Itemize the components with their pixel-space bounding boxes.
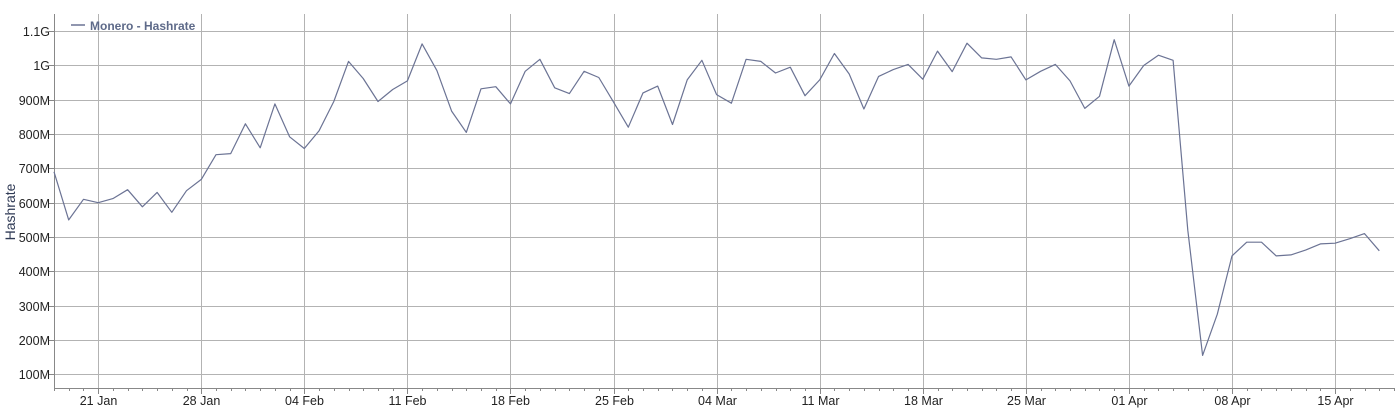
y-tick-label: 600M [19, 197, 50, 211]
axes [54, 14, 1394, 389]
x-tick-label: 18 Mar [904, 394, 943, 408]
plot-area [53, 39, 1380, 356]
x-tick-label: 01 Apr [1111, 394, 1147, 408]
x-tick-label: 25 Mar [1007, 394, 1046, 408]
x-tick-label: 15 Apr [1317, 394, 1353, 408]
x-axis-ticks: 21 Jan 28 Jan 04 Feb 11 Feb 18 Feb 25 Feb 04 M… [54, 388, 1395, 408]
x-tick-label: 11 Feb [389, 394, 427, 408]
x-tick-label: 04 Mar [698, 394, 737, 408]
x-tick-label: 11 Mar [802, 394, 840, 408]
x-tick-label: 18 Feb [491, 394, 530, 408]
y-tick-label: 500M [19, 231, 50, 245]
y-tick-label: 800M [19, 128, 50, 142]
y-tick-label: 1G [33, 59, 50, 73]
x-tick-label: 25 Feb [595, 394, 634, 408]
x-tick-label: 21 Jan [80, 394, 118, 408]
y-tick-label: 900M [19, 94, 50, 108]
y-tick-label: 700M [19, 162, 50, 176]
grid-lines [54, 14, 1394, 388]
x-tick-label: 08 Apr [1214, 394, 1250, 408]
y-tick-label: 200M [19, 334, 50, 348]
y-axis-title: Hashrate [2, 183, 18, 240]
y-tick-label: 1.1G [23, 25, 50, 39]
series-line-0 [53, 39, 1380, 356]
x-tick-label: 28 Jan [183, 394, 221, 408]
y-tick-label: 300M [19, 300, 50, 314]
y-tick-label: 100M [19, 368, 50, 382]
y-tick-label: 400M [19, 265, 50, 279]
legend[interactable]: Monero - Hashrate [71, 19, 196, 33]
y-axis-ticks: 100M 200M 300M 400M 500M 600M 700M 800M 900M 1G 1.… [19, 25, 54, 382]
legend-label: Monero - Hashrate [90, 19, 196, 33]
x-tick-label: 04 Feb [285, 394, 324, 408]
